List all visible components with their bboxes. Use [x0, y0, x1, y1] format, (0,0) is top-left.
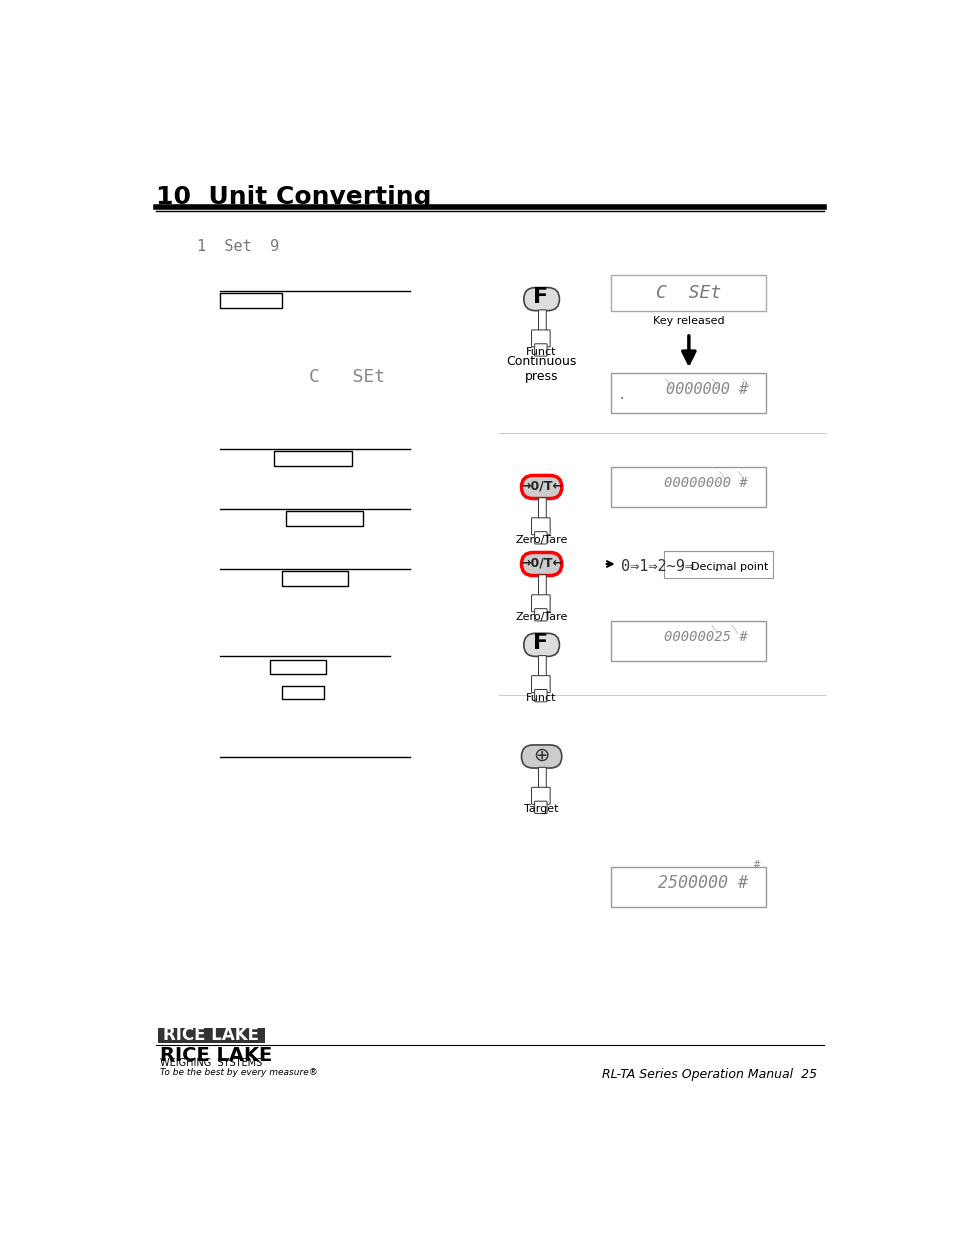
FancyBboxPatch shape	[537, 574, 546, 598]
FancyBboxPatch shape	[523, 288, 558, 311]
Text: Decimal point: Decimal point	[691, 562, 768, 572]
FancyBboxPatch shape	[534, 802, 546, 814]
FancyBboxPatch shape	[534, 531, 546, 543]
Bar	[611, 867, 765, 908]
Text: ⊕: ⊕	[533, 746, 549, 766]
Text: C   SEt: C SEt	[309, 368, 385, 385]
FancyBboxPatch shape	[523, 634, 558, 656]
Text: F: F	[532, 632, 547, 652]
Text: F: F	[532, 287, 547, 306]
FancyBboxPatch shape	[537, 767, 546, 790]
Text: RL-TA Series Operation Manual  25: RL-TA Series Operation Manual 25	[601, 1068, 816, 1082]
Text: 10  Unit Converting: 10 Unit Converting	[156, 185, 432, 209]
Bar	[282, 571, 348, 587]
Bar	[611, 467, 765, 508]
Text: C  SEt: C SEt	[656, 284, 720, 303]
Text: RICE LAKE: RICE LAKE	[163, 1026, 259, 1045]
Text: 0000000 #: 0000000 #	[665, 382, 747, 396]
Text: Zero/Tare: Zero/Tare	[515, 611, 567, 621]
Text: 2500000 #: 2500000 #	[657, 874, 747, 893]
Bar	[274, 451, 352, 466]
Text: Funct: Funct	[526, 347, 557, 357]
Text: →0/T←: →0/T←	[519, 557, 562, 569]
Text: 00000000 #: 00000000 #	[663, 475, 747, 490]
FancyBboxPatch shape	[534, 343, 546, 356]
Text: Continuous
press: Continuous press	[506, 354, 577, 383]
Text: RICE LAKE: RICE LAKE	[159, 1046, 272, 1065]
Text: Funct: Funct	[526, 693, 557, 703]
Text: WEIGHING  SYSTEMS: WEIGHING SYSTEMS	[159, 1058, 261, 1068]
FancyBboxPatch shape	[534, 689, 546, 701]
FancyBboxPatch shape	[521, 475, 561, 499]
FancyBboxPatch shape	[521, 552, 561, 576]
Bar	[286, 511, 363, 526]
FancyBboxPatch shape	[537, 656, 546, 679]
FancyBboxPatch shape	[521, 745, 561, 768]
Text: 00000025 #: 00000025 #	[663, 630, 747, 643]
FancyBboxPatch shape	[663, 551, 772, 578]
Text: →0/T←: →0/T←	[519, 479, 562, 493]
Text: 1  Set  9: 1 Set 9	[196, 240, 278, 254]
Bar	[220, 293, 282, 309]
Bar	[611, 373, 765, 412]
Text: 0⇒1⇒2~9⇒  .: 0⇒1⇒2~9⇒ .	[620, 559, 720, 574]
FancyBboxPatch shape	[531, 595, 550, 611]
FancyBboxPatch shape	[531, 676, 550, 693]
FancyBboxPatch shape	[534, 609, 546, 621]
Bar	[611, 621, 765, 661]
Text: Target: Target	[524, 804, 558, 814]
Bar	[158, 1028, 265, 1042]
Text: #: #	[751, 861, 760, 871]
Bar	[282, 687, 323, 699]
FancyBboxPatch shape	[537, 498, 546, 521]
FancyBboxPatch shape	[537, 310, 546, 333]
Text: To be the best by every measure®: To be the best by every measure®	[159, 1068, 317, 1077]
FancyBboxPatch shape	[531, 330, 550, 347]
Bar	[611, 275, 765, 311]
FancyBboxPatch shape	[531, 517, 550, 535]
Bar	[270, 661, 326, 674]
Text: Zero/Tare: Zero/Tare	[515, 535, 567, 545]
FancyBboxPatch shape	[531, 787, 550, 804]
Text: Key released: Key released	[653, 316, 724, 326]
Text: .: .	[618, 384, 625, 403]
